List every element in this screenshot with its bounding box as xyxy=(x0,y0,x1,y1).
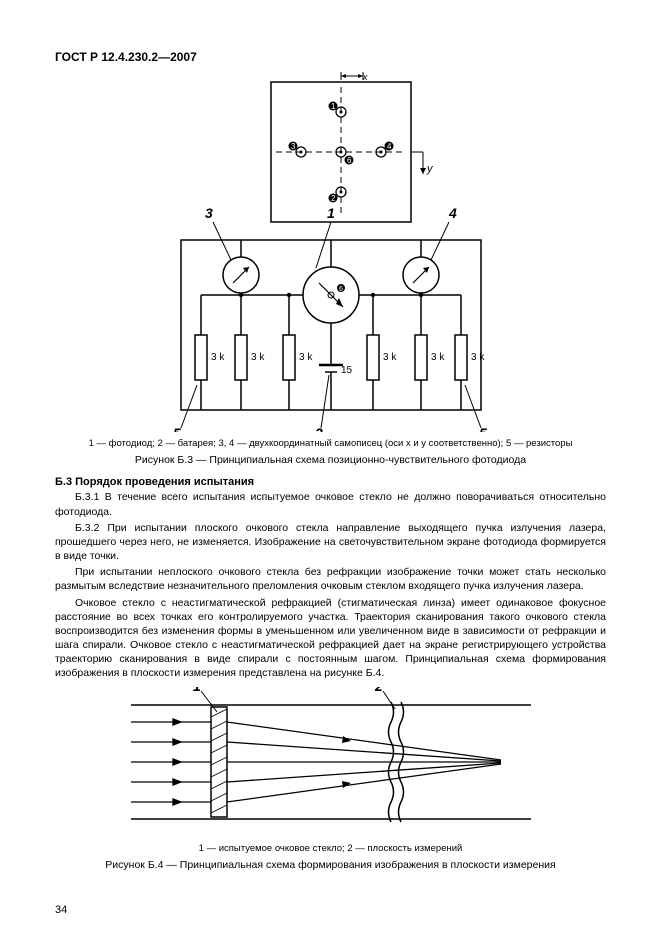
svg-text:3 k: 3 k xyxy=(211,352,225,363)
figure-b4-legend: 1 — испытуемое очковое стекло; 2 — плоск… xyxy=(55,843,606,855)
svg-text:5: 5 xyxy=(479,425,487,432)
figure-b3-svg: Xk x y 1 2 3 4 6 xyxy=(151,72,511,432)
svg-text:4: 4 xyxy=(448,205,457,221)
svg-text:3 k: 3 k xyxy=(383,352,397,363)
y-label: y xyxy=(426,163,434,175)
svg-text:3: 3 xyxy=(205,205,213,221)
svg-text:3 k: 3 k xyxy=(431,352,445,363)
page: ГОСТ Р 12.4.230.2—2007 xyxy=(0,0,661,936)
para-b31: Б.3.1 В течение всего испытания испытуем… xyxy=(55,490,606,518)
svg-text:5: 5 xyxy=(173,425,181,432)
figure-b3-caption: Рисунок Б.3 — Принципиальная схема позиц… xyxy=(55,454,606,466)
svg-text:x: x xyxy=(362,72,368,82)
figure-b4-svg: 1 2 xyxy=(121,687,541,837)
svg-text:4: 4 xyxy=(387,142,392,151)
svg-text:6: 6 xyxy=(339,286,343,293)
page-number: 34 xyxy=(55,904,67,916)
svg-text:3 k: 3 k xyxy=(471,352,485,363)
xk-label: Xk xyxy=(344,72,359,73)
document-id: ГОСТ Р 12.4.230.2—2007 xyxy=(55,50,606,64)
figure-b3: Xk x y 1 2 3 4 6 xyxy=(55,72,606,432)
svg-text:3: 3 xyxy=(291,142,296,151)
svg-text:3 k: 3 k xyxy=(251,352,265,363)
svg-text:2: 2 xyxy=(331,194,336,203)
svg-text:3 k: 3 k xyxy=(299,352,313,363)
para-b3-nonflat: При испытании неплоского очкового стекла… xyxy=(55,565,606,593)
svg-text:1: 1 xyxy=(193,687,201,694)
svg-text:2: 2 xyxy=(374,687,383,694)
svg-text:1: 1 xyxy=(331,102,336,111)
para-b32: Б.3.2 При испытании плоского очкового ст… xyxy=(55,521,606,564)
section-header: Б.3 Порядок проведения испытания xyxy=(55,476,606,488)
figure-b4: 1 2 xyxy=(55,687,606,837)
figure-b4-caption: Рисунок Б.4 — Принципиальная схема форми… xyxy=(55,859,606,871)
svg-text:6: 6 xyxy=(347,156,352,165)
svg-text:2: 2 xyxy=(314,425,323,432)
figure-b3-legend: 1 — фотодиод; 2 — батарея; 3, 4 — двухко… xyxy=(55,438,606,450)
svg-text:1: 1 xyxy=(327,205,335,221)
para-b3-astig: Очковое стекло с неастигматической рефра… xyxy=(55,596,606,681)
svg-text:15: 15 xyxy=(341,365,353,376)
